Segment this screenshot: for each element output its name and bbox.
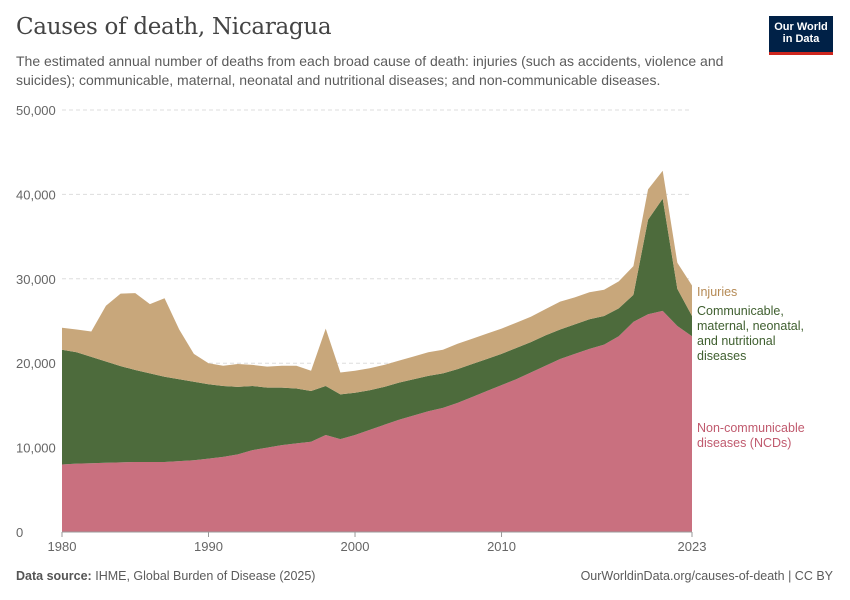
legend-label: maternal, neonatal, — [697, 319, 804, 333]
data-source-text[interactable]: IHME, Global Burden of Disease (2025) — [95, 569, 316, 583]
y-tick-label: 0 — [16, 525, 23, 540]
logo-line-1: Our World — [774, 21, 828, 33]
x-tick-label: 2010 — [487, 539, 516, 554]
axes: 0 10,000 20,000 30,000 40,000 50,000 1980 1990 2… — [16, 103, 706, 554]
chart-title: Causes of death, Nicaragua — [16, 14, 332, 40]
legend-label: and nutritional — [697, 334, 776, 348]
source-url[interactable]: OurWorldinData.org/causes-of-death | CC … — [580, 569, 833, 583]
legend-label: Non-communicable — [697, 421, 805, 435]
legend-label: Injuries — [697, 285, 737, 299]
y-tick-label: 50,000 — [16, 103, 56, 118]
y-tick-label: 30,000 — [16, 272, 56, 287]
legend-label: diseases (NCDs) — [697, 436, 791, 450]
area-non-communicable-diseases-ncds — [62, 310, 692, 532]
logo-line-2: in Data — [782, 33, 820, 45]
owid-logo[interactable]: Our World in Data — [769, 16, 833, 55]
y-tick-label: 20,000 — [16, 356, 56, 371]
x-tick-label: 1980 — [48, 539, 77, 554]
legend-label: diseases — [697, 349, 746, 363]
x-tick-label: 2023 — [678, 539, 707, 554]
y-tick-label: 10,000 — [16, 441, 56, 456]
area-series — [62, 170, 692, 532]
legend-label: Communicable, — [697, 304, 784, 318]
x-tick-label: 1990 — [194, 539, 223, 554]
data-source-label: Data source: — [16, 569, 92, 583]
chart-subtitle: The estimated annual number of deaths fr… — [16, 53, 724, 88]
legend: Injuries Communicable,maternal, neonatal,… — [697, 285, 805, 450]
x-tick-label: 2000 — [341, 539, 370, 554]
area-communicable-maternal-neonatal-and-nutritional-diseases — [62, 198, 692, 465]
data-source: Data source: IHME, Global Burden of Dise… — [16, 569, 315, 583]
area-injuries — [62, 170, 692, 395]
y-tick-label: 40,000 — [16, 187, 56, 202]
